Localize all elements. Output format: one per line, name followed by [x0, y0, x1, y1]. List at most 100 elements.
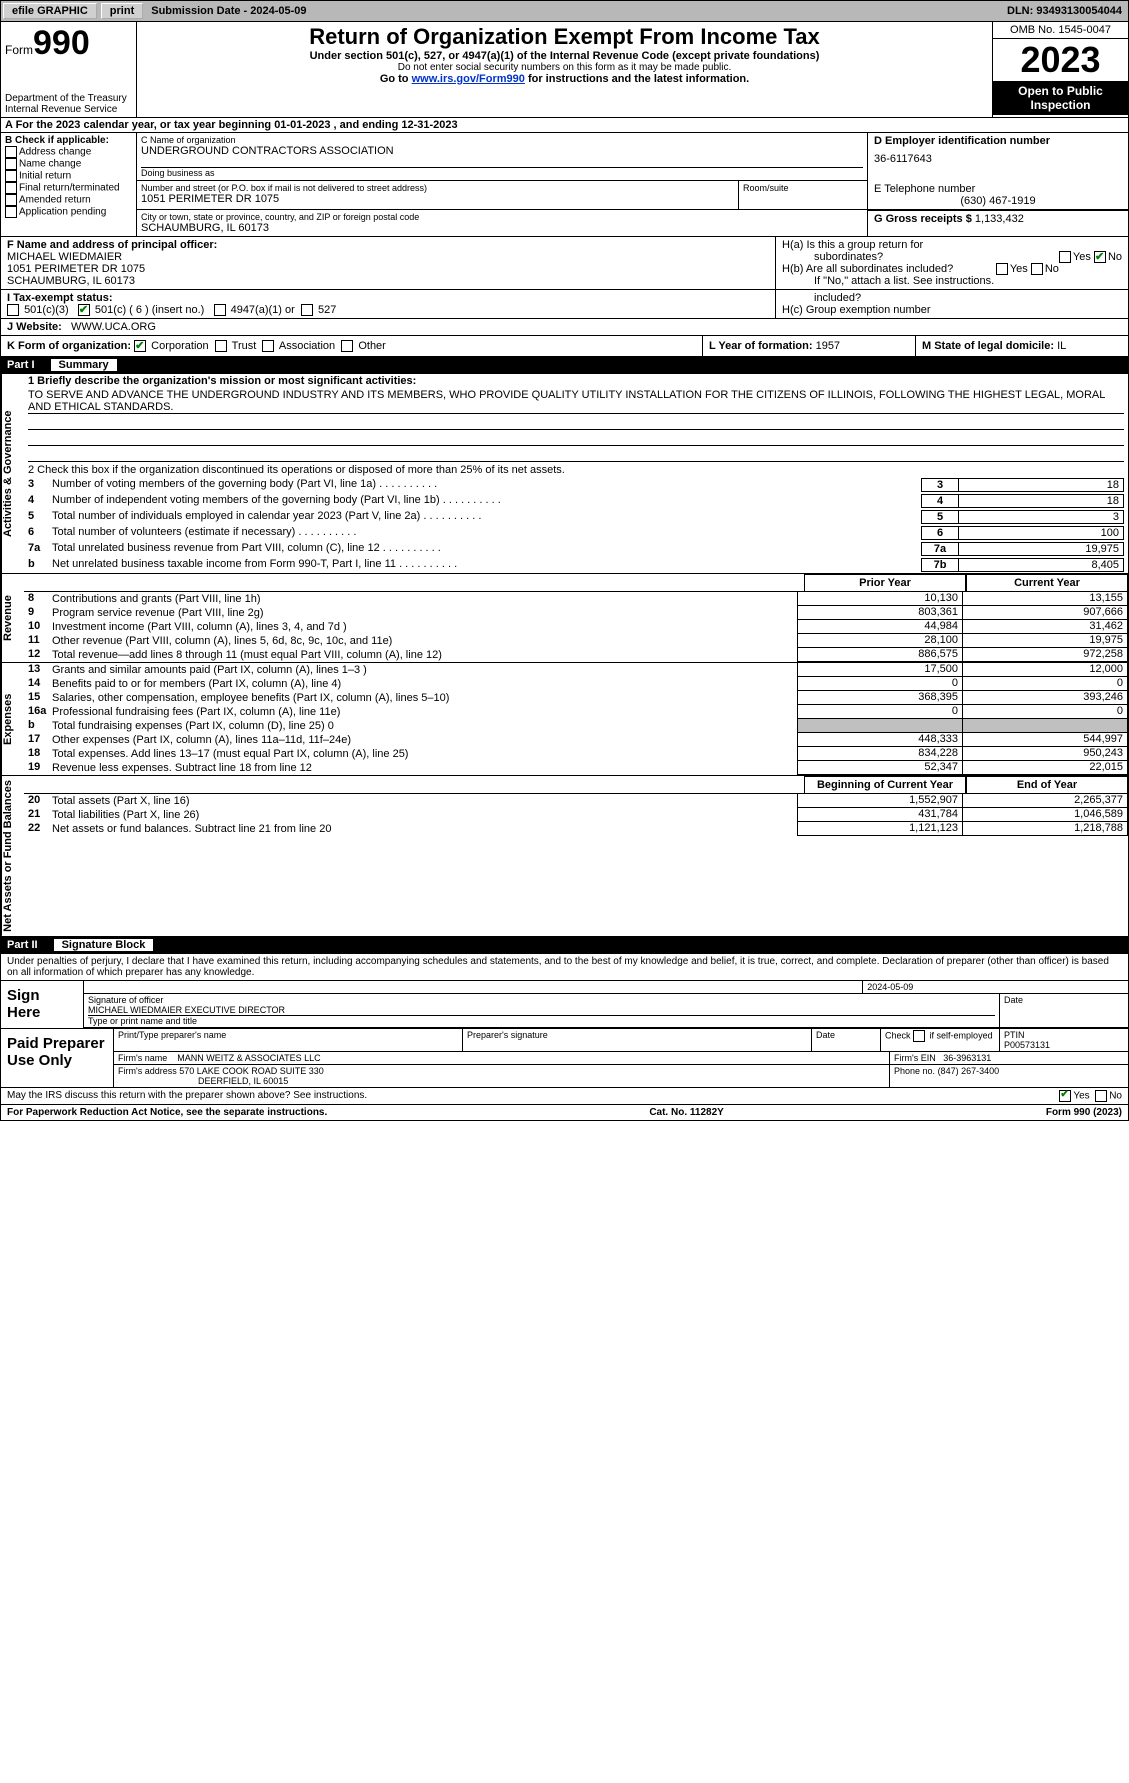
box-c-name: C Name of organization UNDERGROUND CONTR…: [137, 133, 867, 181]
line1-label: 1 Briefly describe the organization's mi…: [28, 375, 1124, 387]
goto-prefix: Go to: [380, 73, 412, 85]
omb-number: OMB No. 1545-0047: [993, 22, 1128, 39]
summary-row: 5Total number of individuals employed in…: [24, 509, 1128, 525]
box-b-label: B Check if applicable:: [5, 135, 132, 146]
row-j: J Website: WWW.UCA.ORG: [0, 319, 1129, 336]
discuss-q: May the IRS discuss this return with the…: [7, 1090, 367, 1102]
prep-sig-hdr: Preparer's signature: [463, 1029, 812, 1051]
ssn-note: Do not enter social security numbers on …: [141, 62, 988, 73]
cb-amended-return[interactable]: Amended return: [5, 194, 132, 206]
row-i: I Tax-exempt status: 501(c)(3) 501(c) ( …: [0, 290, 1129, 319]
hdr-prior-year: Prior Year: [804, 574, 966, 592]
expense-row: 15Salaries, other compensation, employee…: [24, 691, 1128, 705]
box-l: L Year of formation: 1957: [702, 336, 915, 356]
firm-name-cell: Firm's name MANN WEITZ & ASSOCIATES LLC: [114, 1052, 890, 1064]
hdr-end-year: End of Year: [966, 776, 1128, 794]
submission-date: Submission Date - 2024-05-09: [145, 5, 312, 17]
paid-preparer-label: Paid Preparer Use Only: [1, 1029, 114, 1087]
cb-name-change[interactable]: Name change: [5, 158, 132, 170]
form-header: Form990 Department of the Treasury Inter…: [0, 22, 1129, 118]
firm-name: MANN WEITZ & ASSOCIATES LLC: [177, 1053, 320, 1063]
section-activities-governance: Activities & Governance 1 Briefly descri…: [0, 374, 1129, 574]
city-label: City or town, state or province, country…: [141, 212, 863, 222]
expense-row: 13Grants and similar amounts paid (Part …: [24, 663, 1128, 677]
box-m-label: M State of legal domicile:: [922, 340, 1054, 352]
print-button[interactable]: print: [101, 3, 143, 19]
header-left: Form990 Department of the Treasury Inter…: [1, 22, 137, 117]
org-name: UNDERGROUND CONTRACTORS ASSOCIATION: [141, 145, 863, 157]
irs-link[interactable]: www.irs.gov/Form990: [412, 73, 525, 85]
phone-value: (630) 467-1919: [874, 195, 1122, 207]
summary-row: 3Number of voting members of the governi…: [24, 477, 1128, 493]
expense-row: 17Other expenses (Part IX, column (A), l…: [24, 733, 1128, 747]
officer-signed: MICHAEL WIEDMAIER EXECUTIVE DIRECTOR: [88, 1005, 995, 1015]
row-a-tax-year: A For the 2023 calendar year, or tax yea…: [0, 118, 1129, 133]
revenue-row: 9Program service revenue (Part VIII, lin…: [24, 606, 1128, 620]
box-l-label: L Year of formation:: [709, 340, 813, 352]
part-i-header: Part I Summary: [0, 357, 1129, 374]
cb-final-return[interactable]: Final return/terminated: [5, 182, 132, 194]
firm-ein-cell: Firm's EIN 36-3963131: [890, 1052, 1128, 1064]
form-subtitle: Under section 501(c), 527, or 4947(a)(1)…: [141, 50, 988, 62]
ha-label: H(a) Is this a group return for: [782, 239, 923, 251]
cb-application-pending[interactable]: Application pending: [5, 206, 132, 218]
revenue-row: 8Contributions and grants (Part VIII, li…: [24, 592, 1128, 606]
cat-number: Cat. No. 11282Y: [649, 1107, 723, 1118]
hdr-beginning-year: Beginning of Current Year: [804, 776, 966, 794]
checkmark-icon: [1095, 252, 1109, 264]
revenue-row: 11Other revenue (Part VIII, column (A), …: [24, 634, 1128, 648]
cb-initial-return[interactable]: Initial return: [5, 170, 132, 182]
expense-row: 14Benefits paid to or for members (Part …: [24, 677, 1128, 691]
sig-date-cell: 2024-05-09: [863, 981, 1128, 993]
officer-name: MICHAEL WIEDMAIER: [7, 251, 769, 263]
hb-note: If "No," attach a list. See instructions…: [782, 275, 1122, 287]
c-name-label: C Name of organization: [141, 135, 863, 145]
officer-addr2: SCHAUMBURG, IL 60173: [7, 275, 769, 287]
summary-row: 7aTotal unrelated business revenue from …: [24, 541, 1128, 557]
firm-addr2: DEERFIELD, IL 60015: [118, 1076, 288, 1086]
gross-receipts: 1,133,432: [975, 213, 1024, 225]
part-ii-header: Part II Signature Block: [0, 937, 1129, 954]
mission-blank-2: [28, 431, 1124, 446]
dept-treasury: Department of the Treasury: [5, 93, 132, 104]
part-i-title: Summary: [51, 359, 117, 371]
cb-address-change[interactable]: Address change: [5, 146, 132, 158]
signature-intro: Under penalties of perjury, I declare th…: [0, 954, 1129, 981]
box-e: E Telephone number (630) 467-1919: [867, 181, 1128, 209]
form-footer: Form 990 (2023): [1046, 1107, 1122, 1118]
mission-blank-3: [28, 447, 1124, 462]
dba-label: Doing business as: [141, 168, 863, 178]
row-klm: K Form of organization: Corporation Trus…: [0, 336, 1129, 357]
prep-date-hdr: Date: [812, 1029, 881, 1051]
box-k: K Form of organization: Corporation Trus…: [1, 336, 702, 356]
line2-text: 2 Check this box if the organization dis…: [28, 464, 1124, 476]
mission-text: TO SERVE AND ADVANCE THE UNDERGROUND IND…: [28, 389, 1124, 414]
goto-suffix: for instructions and the latest informat…: [525, 73, 749, 85]
form-number: 990: [33, 24, 90, 62]
efile-label: efile GRAPHIC: [3, 3, 97, 19]
type-label: Type or print name and title: [88, 1015, 995, 1026]
netassets-row: 21Total liabilities (Part X, line 26)431…: [24, 808, 1128, 822]
box-k-label: K Form of organization:: [7, 340, 131, 352]
paid-preparer-block: Paid Preparer Use Only Print/Type prepar…: [0, 1029, 1129, 1088]
officer-addr1: 1051 PERIMETER DR 1075: [7, 263, 769, 275]
summary-row: bNet unrelated business taxable income f…: [24, 557, 1128, 573]
block-b-to-g: B Check if applicable: Address change Na…: [0, 133, 1129, 237]
website-value: WWW.UCA.ORG: [71, 321, 156, 333]
firm-ein: 36-3963131: [943, 1053, 991, 1063]
row-f-h: F Name and address of principal officer:…: [0, 237, 1129, 290]
checkmark-icon: [79, 305, 93, 317]
netassets-row: 22Net assets or fund balances. Subtract …: [24, 822, 1128, 836]
hc-label: H(c) Group exemption number: [782, 304, 931, 316]
prep-name-hdr: Print/Type preparer's name: [114, 1029, 463, 1051]
tax-year: 2023: [993, 39, 1128, 81]
header-right: OMB No. 1545-0047 2023 Open to Public In…: [992, 22, 1128, 117]
expense-row: 18Total expenses. Add lines 13–17 (must …: [24, 747, 1128, 761]
box-c-city: City or town, state or province, country…: [137, 210, 867, 236]
hdr-current-year: Current Year: [966, 574, 1128, 592]
ha-sub: subordinates?: [782, 251, 883, 263]
state-domicile: IL: [1057, 340, 1066, 352]
firm-addr1: 570 LAKE COOK ROAD SUITE 330: [179, 1066, 324, 1076]
form-prefix: Form: [5, 43, 33, 57]
box-d-label: D Employer identification number: [874, 135, 1122, 147]
